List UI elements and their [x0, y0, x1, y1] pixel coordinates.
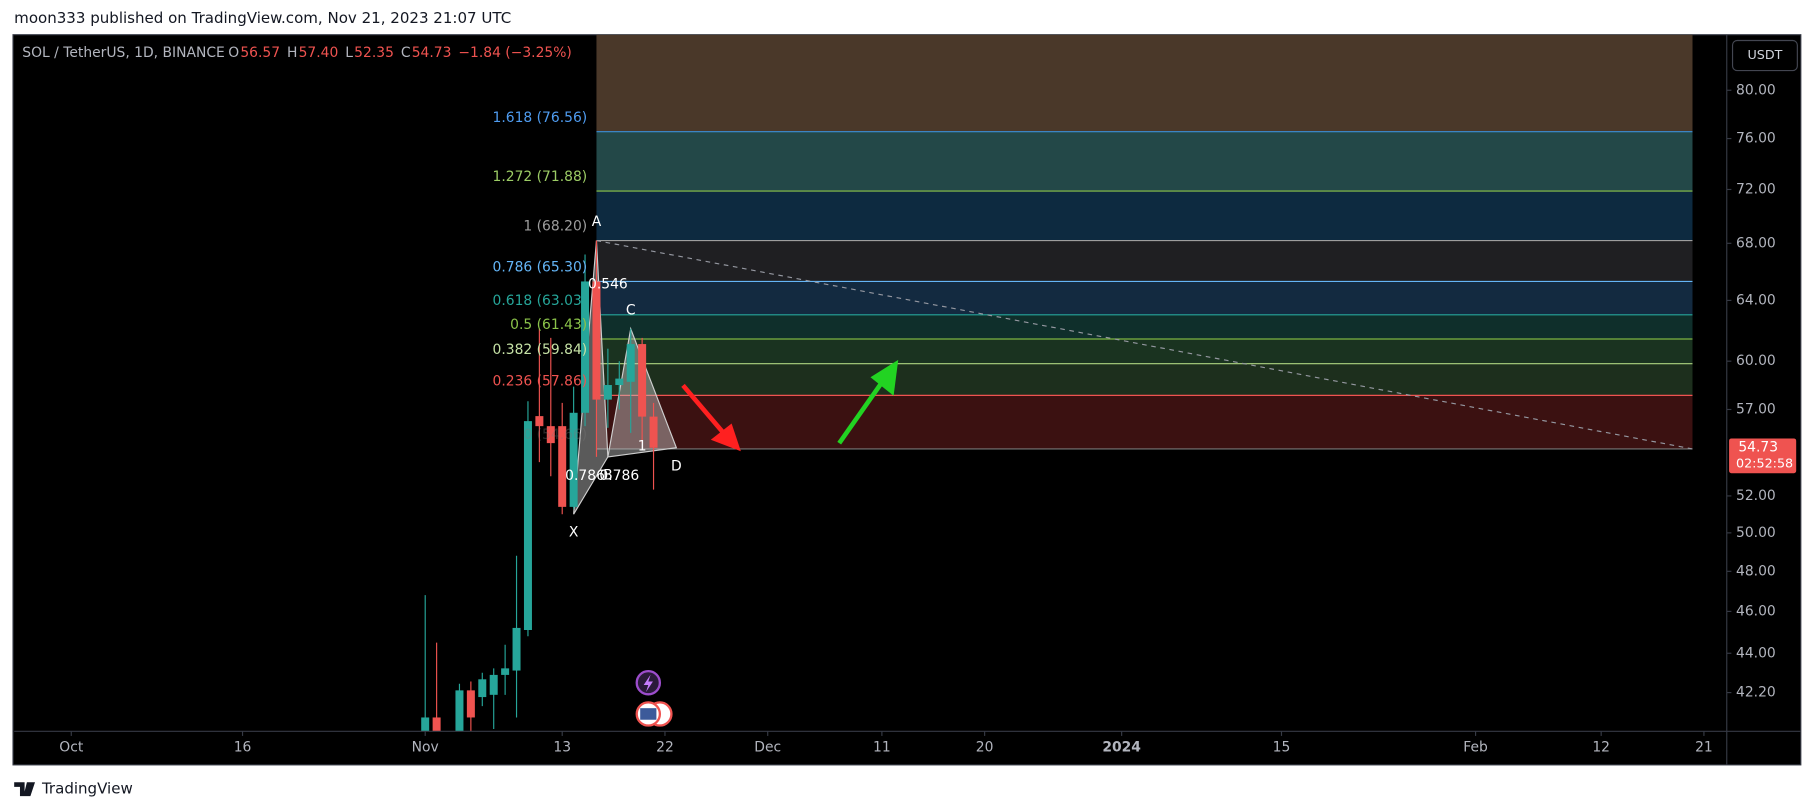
fib-label: 0.618 (63.03): [493, 293, 588, 309]
x-tick-label: 12: [1592, 740, 1610, 756]
y-tick-label: 72.00: [1736, 181, 1776, 197]
last-price-box: [1729, 438, 1797, 474]
y-tick-label: 60.00: [1736, 353, 1776, 369]
candle-body: [626, 344, 635, 382]
fib-label: 1.272 (71.88): [493, 169, 588, 185]
candle-body: [569, 412, 578, 507]
legend-change: −1.84 (−3.25%): [458, 45, 571, 61]
pattern-point-label: B: [603, 467, 613, 483]
y-tick-label: 52.00: [1736, 488, 1776, 504]
candle-body: [512, 627, 521, 671]
fib-zone: [596, 240, 1693, 282]
legend-key: O: [228, 45, 239, 61]
x-tick-label: Oct: [59, 740, 84, 756]
x-tick-label: Nov: [412, 740, 439, 756]
legend-value: 57.40: [299, 45, 339, 61]
y-tick-label: 57.00: [1736, 401, 1776, 417]
pattern-point-label: D: [671, 458, 682, 474]
fib-zone: [596, 34, 1693, 132]
currency-label: USDT: [1747, 47, 1782, 62]
trend-line: [596, 239, 1693, 450]
pattern-point-label: X: [569, 525, 579, 541]
legend-title: SOL / TetherUS, 1D, BINANCE: [22, 45, 225, 61]
legend-key: H: [287, 45, 297, 61]
x-tick-label: 15: [1273, 740, 1291, 756]
fib-zone: [596, 131, 1693, 192]
y-tick-label: 42.20: [1736, 685, 1776, 701]
candle-body: [535, 416, 544, 427]
pattern-ratio-label: 0.786: [565, 468, 605, 484]
pattern-point-label: C: [626, 302, 636, 318]
x-tick-label: 16: [234, 740, 252, 756]
candle-body: [603, 385, 612, 400]
candle-body: [501, 668, 510, 675]
candle-body: [615, 378, 624, 386]
y-tick-label: 46.00: [1736, 603, 1776, 619]
x-tick-label: 2024: [1102, 740, 1141, 756]
y-tick-label: 76.00: [1736, 131, 1776, 147]
x-tick-label: 11: [873, 740, 891, 756]
fib-label: 0.786 (65.30): [493, 260, 588, 276]
fib-label: 0.382 (59.84): [493, 342, 588, 358]
legend-key: C: [401, 45, 411, 61]
fib-label: 0 (54.66): [523, 427, 587, 443]
x-tick-label: Feb: [1463, 740, 1488, 756]
countdown-label: 02:52:58: [1736, 455, 1793, 470]
legend-value: 52.35: [354, 45, 394, 61]
event-icons: [635, 669, 673, 727]
candle-body: [466, 690, 475, 718]
candle-body: [421, 717, 430, 732]
legend-value: 54.73: [412, 45, 452, 61]
candle-body: [432, 717, 441, 732]
currency-button: [1731, 39, 1798, 72]
candle-body: [558, 426, 567, 507]
fib-zone: [596, 191, 1693, 241]
legend-value: 56.57: [240, 45, 280, 61]
y-tick-label: 50.00: [1736, 525, 1776, 541]
x-tick-label: 20: [976, 740, 994, 756]
fib-zone: [596, 281, 1693, 315]
fib-zone: [596, 338, 1693, 364]
fib-zone: [596, 314, 1693, 339]
y-tick-label: 44.00: [1736, 645, 1776, 661]
pattern-ratio-label: 0.786: [599, 468, 639, 484]
pattern-point-label: A: [592, 214, 602, 230]
pattern-ratio-label: 1: [638, 439, 647, 455]
x-tick-label: Dec: [754, 740, 781, 756]
footer-text: TradingView: [41, 780, 133, 798]
candle-body: [581, 281, 590, 413]
y-tick-label: 48.00: [1736, 563, 1776, 579]
arrow-up: [837, 359, 899, 445]
last-price-label: 54.73: [1738, 440, 1778, 456]
fib-label: 1 (68.20): [523, 219, 587, 235]
fib-zone: [596, 395, 1693, 449]
fib-label: 0.236 (57.86): [493, 373, 588, 389]
candle-body: [489, 674, 498, 695]
candle-body: [455, 690, 464, 732]
fib-label: 1.618 (76.56): [493, 110, 588, 126]
candle-body: [649, 416, 658, 448]
y-tick-label: 64.00: [1736, 292, 1776, 308]
y-tick-label: 80.00: [1736, 82, 1776, 98]
plot-area: 1.618 (76.56) 1.272 (71.88) 1 (68.20) 0.786…: [421, 34, 1693, 732]
x-tick-label: 21: [1695, 740, 1713, 756]
pattern-ratio-label: 0.546: [588, 276, 628, 292]
x-tick-label: 22: [656, 740, 674, 756]
legend-key: L: [345, 45, 353, 61]
candle-body: [638, 344, 647, 417]
footer-logo: [14, 782, 36, 797]
fib-label: 0.5 (61.43): [510, 317, 587, 333]
candle-body: [523, 421, 532, 631]
candle-body: [592, 281, 601, 400]
fib-zone: [596, 363, 1693, 396]
candle-body: [478, 679, 487, 698]
header: moon333 published on TradingView.com, No…: [14, 9, 511, 27]
x-tick-label: 13: [553, 740, 571, 756]
candle-body: [546, 426, 555, 444]
y-tick-label: 68.00: [1736, 235, 1776, 251]
arrow-down: [681, 383, 741, 452]
